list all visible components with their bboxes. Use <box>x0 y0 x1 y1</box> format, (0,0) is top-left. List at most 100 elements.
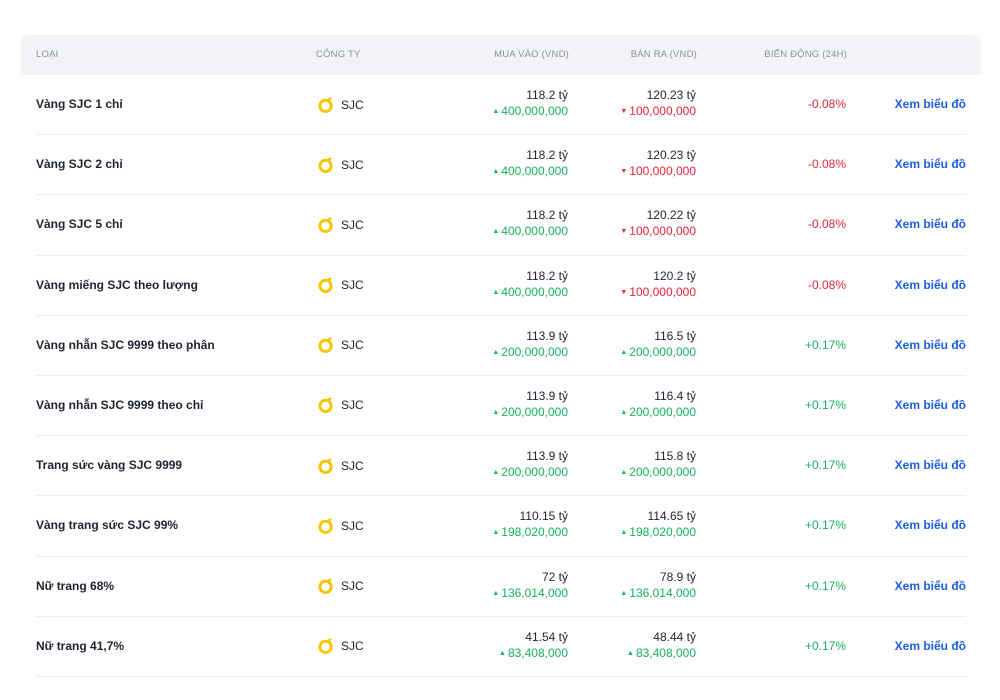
arrow-up-icon: ▲ <box>620 529 628 537</box>
table-row: Vàng SJC 1 chỉ SJC 118.2 tỷ ▲ 400,000,000 120… <box>36 75 966 136</box>
arrow-down-icon: ▼ <box>620 228 628 236</box>
sell-delta: ▲ 200,000,000 <box>620 464 696 481</box>
arrow-up-icon: ▲ <box>492 288 500 296</box>
buy-price: 72 tỷ <box>541 569 568 584</box>
company-name: SJC <box>341 398 364 413</box>
sell-price-cell: 120.22 tỷ ▼ 100,000,000 <box>620 208 696 240</box>
change-percent: -0.08% <box>807 217 846 232</box>
header-buy: MUA VÀO (VND) <box>494 49 569 60</box>
company-name: SJC <box>341 338 364 353</box>
gold-type-label: Vàng SJC 1 chỉ <box>36 97 123 111</box>
change-percent: -0.08% <box>807 97 846 111</box>
change-percent: +0.17% <box>804 578 846 593</box>
buy-delta-value: 83,408,000 <box>507 645 568 660</box>
table-row: Vàng trang sức SJC 99% SJC 110.15 tỷ ▲ 198,0… <box>36 496 966 557</box>
view-chart-link[interactable]: Xem biểu đồ <box>894 397 966 412</box>
company-cell: SJC <box>317 135 364 194</box>
view-chart-link[interactable]: Xem biểu đồ <box>894 458 966 473</box>
company-name: SJC <box>341 278 364 293</box>
sell-price-cell: 115.8 tỷ ▲ 200,000,000 <box>620 449 696 481</box>
buy-delta: ▲ 83,408,000 <box>499 645 568 662</box>
arrow-up-icon: ▲ <box>620 408 628 416</box>
company-cell: SJC <box>317 436 364 495</box>
view-chart-link[interactable]: Xem biểu đồ <box>894 518 966 533</box>
company-name: SJC <box>341 579 364 593</box>
sell-delta-value: 200,000,000 <box>629 404 696 419</box>
sell-delta-value: 198,020,000 <box>629 525 696 540</box>
sell-delta: ▲ 136,014,000 <box>620 585 696 602</box>
buy-delta-value: 400,000,000 <box>501 104 568 118</box>
buy-price: 118.2 tỷ <box>526 208 568 223</box>
sell-price: 116.4 tỷ <box>654 388 696 403</box>
arrow-up-icon: ▲ <box>492 529 500 537</box>
sjc-logo-icon <box>317 156 335 174</box>
buy-delta: ▲ 198,020,000 <box>492 524 568 541</box>
change-percent: -0.08% <box>807 277 846 292</box>
sell-price-cell: 120.2 tỷ ▼ 100,000,000 <box>620 269 696 301</box>
table-row: Vàng SJC 5 chỉ SJC 118.2 tỷ ▲ 400,000,000 120… <box>36 195 966 256</box>
sell-delta-value: 200,000,000 <box>629 344 696 359</box>
buy-price-cell: 118.2 tỷ ▲ 400,000,000 <box>492 148 568 180</box>
buy-delta-value: 200,000,000 <box>501 404 568 419</box>
company-cell: SJC <box>317 256 364 315</box>
sjc-logo-icon <box>317 96 335 114</box>
change-percent: +0.17% <box>804 458 846 473</box>
sell-delta: ▼ 100,000,000 <box>620 163 696 180</box>
header-sell: BÁN RA (VND) <box>630 49 697 60</box>
gold-type-label: Vàng miếng SJC theo lượng <box>36 277 198 292</box>
buy-price-cell: 72 tỷ ▲ 136,014,000 <box>492 570 568 602</box>
change-percent: +0.17% <box>804 638 846 653</box>
table-row: Vàng miếng SJC theo lượng SJC 118.2 tỷ ▲ 400… <box>36 256 966 316</box>
sell-delta: ▲ 200,000,000 <box>620 404 696 421</box>
view-chart-link[interactable]: Xem biểu đồ <box>894 217 966 232</box>
view-chart-link[interactable]: Xem biểu đồ <box>894 97 966 111</box>
company-name: SJC <box>341 518 364 533</box>
gold-price-table: LOẠI CÔNG TY MUA VÀO (VND) BÁN RA (VND) … <box>21 35 981 700</box>
view-chart-link[interactable]: Xem biểu đồ <box>894 157 966 172</box>
sell-delta-value: 200,000,000 <box>629 465 696 480</box>
sjc-logo-icon <box>317 216 335 234</box>
buy-delta: ▲ 400,000,000 <box>492 163 568 180</box>
buy-price: 118.2 tỷ <box>526 268 568 283</box>
company-name: SJC <box>341 157 364 172</box>
arrow-up-icon: ▲ <box>492 348 500 356</box>
sell-price-cell: 116.4 tỷ ▲ 200,000,000 <box>620 389 696 421</box>
gold-type-label: Nữ trang 68% <box>36 578 115 593</box>
gold-type-label: Nữ trang 41,7% <box>36 638 125 653</box>
table-row: Nữ trang 68% SJC 72 tỷ ▲ 136,014,000 78.9 tỷ ▲… <box>36 557 966 617</box>
sell-price: 116.5 tỷ <box>654 328 696 343</box>
arrow-up-icon: ▲ <box>627 649 634 657</box>
arrow-up-icon: ▲ <box>492 228 500 236</box>
buy-price-cell: 113.9 tỷ ▲ 200,000,000 <box>492 389 568 421</box>
arrow-down-icon: ▼ <box>620 168 628 176</box>
sell-delta-value: 100,000,000 <box>629 164 696 179</box>
gold-type-label: Vàng SJC 5 chỉ <box>36 217 123 232</box>
company-name: SJC <box>341 639 364 654</box>
sjc-logo-icon <box>317 336 335 354</box>
sell-price: 78.9 tỷ <box>659 569 696 584</box>
sell-price-cell: 116.5 tỷ ▲ 200,000,000 <box>620 329 696 361</box>
buy-delta: ▲ 400,000,000 <box>492 284 568 301</box>
view-chart-link[interactable]: Xem biểu đồ <box>894 578 966 593</box>
view-chart-link[interactable]: Xem biểu đồ <box>894 638 966 653</box>
gold-type-label: Vàng nhẫn SJC 9999 theo chỉ <box>36 397 204 412</box>
company-name: SJC <box>341 217 364 232</box>
buy-price: 118.2 tỷ <box>526 148 568 163</box>
header-change: BIẾN ĐỘNG (24H) <box>764 49 847 60</box>
table-body: Vàng SJC 1 chỉ SJC 118.2 tỷ ▲ 400,000,000 120… <box>21 75 981 677</box>
buy-delta-value: 200,000,000 <box>501 465 568 480</box>
company-cell: SJC <box>317 376 364 435</box>
company-name: SJC <box>341 97 364 112</box>
table-row: Trang sức vàng SJC 9999 SJC 113.9 tỷ ▲ 200,0… <box>36 436 966 497</box>
sell-delta: ▼ 100,000,000 <box>620 103 696 120</box>
buy-price: 41.54 tỷ <box>525 629 568 644</box>
sell-price: 48.44 tỷ <box>653 629 696 644</box>
table-row: Nữ trang 41,7% SJC 41.54 tỷ ▲ 83,408,000 48.4… <box>36 617 966 677</box>
buy-price: 110.15 tỷ <box>519 509 568 524</box>
company-cell: SJC <box>317 557 364 616</box>
arrow-down-icon: ▼ <box>620 288 628 296</box>
buy-delta: ▲ 200,000,000 <box>492 404 568 421</box>
view-chart-link[interactable]: Xem biểu đồ <box>894 277 966 292</box>
view-chart-link[interactable]: Xem biểu đồ <box>894 337 966 352</box>
buy-price: 113.9 tỷ <box>526 328 568 343</box>
